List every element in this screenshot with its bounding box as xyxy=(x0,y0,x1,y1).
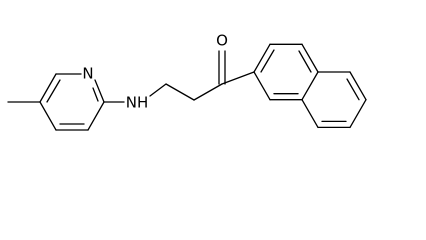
bond xyxy=(301,43,319,73)
bond xyxy=(301,71,319,101)
bond xyxy=(260,49,275,73)
bond xyxy=(46,79,61,103)
atom-label: O xyxy=(216,32,228,50)
atom-label: N xyxy=(82,65,93,83)
bond xyxy=(92,87,99,102)
bond xyxy=(165,83,195,101)
bond xyxy=(349,71,367,101)
bond xyxy=(94,79,105,103)
structure-diagram: N NH O xyxy=(7,32,367,131)
bond xyxy=(253,71,271,101)
bonds xyxy=(7,43,367,131)
bond xyxy=(349,99,367,129)
bond xyxy=(149,83,167,97)
bond xyxy=(346,78,360,101)
bond xyxy=(87,101,105,131)
bond xyxy=(301,99,319,129)
bond xyxy=(39,101,57,131)
atom-label: NH xyxy=(126,94,149,112)
bond xyxy=(193,83,223,101)
page: N NH O (() => { const data = JSON.parse(… xyxy=(7,31,367,131)
bond xyxy=(253,43,271,73)
bond xyxy=(39,73,57,103)
bond xyxy=(221,71,255,85)
bond xyxy=(298,50,312,73)
